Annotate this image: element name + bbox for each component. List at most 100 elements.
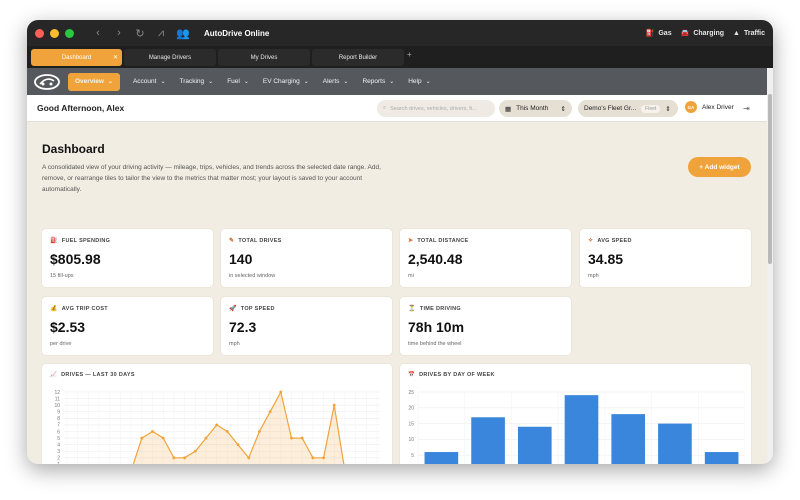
chevron-down-icon: ⌄ xyxy=(208,79,214,85)
page-description: A consolidated view of your driving acti… xyxy=(42,164,381,193)
speed-icon: ✧ xyxy=(588,238,594,244)
trend-icon[interactable]: ⩘ xyxy=(157,26,165,39)
warning-icon: ▲ xyxy=(733,29,740,37)
people-icon[interactable]: 👥 xyxy=(176,27,190,40)
nav-overview[interactable]: Overview ⌄ xyxy=(68,72,120,91)
stat-card-top-speed[interactable]: 🚀 TOP SPEED 72.3 mph xyxy=(221,297,392,355)
status-gas[interactable]: ⛽ Gas xyxy=(645,29,672,38)
fleet-badge: Fleet xyxy=(641,104,661,113)
stat-subtitle: mi xyxy=(408,273,414,279)
stat-card-avg-trip-cost[interactable]: 💰 AVG TRIP COST $2.53 per drive xyxy=(42,297,213,355)
nav-help[interactable]: Help ⌄ xyxy=(408,78,431,85)
stat-value: 34.85 xyxy=(588,251,624,267)
nav-ev-charging[interactable]: EV Charging ⌄ xyxy=(262,78,309,85)
y-tick-label: 5 xyxy=(411,453,414,459)
money-bag-icon: 💰 xyxy=(50,306,58,312)
rocket-icon: 🚀 xyxy=(229,306,237,312)
close-tab-icon[interactable]: ✕ xyxy=(112,55,118,61)
y-tick-label: 10 xyxy=(54,403,60,409)
y-tick-label: 15 xyxy=(408,421,414,427)
data-point xyxy=(161,436,165,440)
tab-dashboard[interactable]: Dashboard ✕ xyxy=(31,49,122,66)
stat-subtitle: in selected window xyxy=(229,273,276,279)
close-window-button[interactable] xyxy=(35,28,44,38)
user-name: Alex Driver xyxy=(702,103,734,111)
nav-tracking[interactable]: Tracking ⌄ xyxy=(179,78,214,85)
reload-icon[interactable]: ↻ xyxy=(135,27,145,40)
back-icon[interactable]: ‹ xyxy=(96,27,100,39)
stat-subtitle: time behind the wheel xyxy=(408,341,462,347)
bar xyxy=(424,452,459,464)
browser-nav: ‹ › ↻ ⩘ 👥 xyxy=(92,26,190,40)
chevron-down-icon: ⌄ xyxy=(243,79,249,85)
stat-card-time-driving[interactable]: ⏳ TIME DRIVING 78h 10m time behind the wh… xyxy=(400,297,571,355)
data-point xyxy=(322,456,325,460)
drives-by-day-card: 📅 DRIVES BY DAY OF WEEK 0 5 10 15 20 25 xyxy=(400,364,751,464)
data-point xyxy=(268,410,272,414)
up-down-chevron-icon: ⇕ xyxy=(665,105,671,113)
search-icon: ⌕ xyxy=(383,105,387,111)
data-point xyxy=(140,436,144,440)
data-point xyxy=(183,456,186,460)
stat-card-fuel-spending[interactable]: ⛽ FUEL SPENDING $805.98 15 fill-ups xyxy=(42,229,213,287)
bar xyxy=(704,452,739,464)
tab-my-drives[interactable]: My Drives xyxy=(218,49,310,66)
y-tick-label: 10 xyxy=(408,437,414,443)
y-tick-label: 12 xyxy=(54,390,60,396)
car-icon: 🚘 xyxy=(680,30,690,37)
stat-card-avg-speed[interactable]: ✧ AVG SPEED 34.85 mph xyxy=(580,229,751,287)
series-line xyxy=(132,390,345,464)
greeting: Good Afternoon, Alex xyxy=(37,103,125,113)
user-menu[interactable]: GA Alex Driver xyxy=(685,101,734,113)
data-point xyxy=(279,390,283,394)
data-point xyxy=(247,456,251,460)
stat-card-total-drives[interactable]: ✎ TOTAL DRIVES 140 in selected window xyxy=(221,229,392,287)
add-widget-button[interactable]: + Add widget xyxy=(688,157,751,177)
nav-alerts[interactable]: Alerts ⌄ xyxy=(322,78,349,85)
nav-reports[interactable]: Reports ⌄ xyxy=(362,78,395,85)
drives-last-30-days-card: 📈 DRIVES — LAST 30 DAYS 0 1 2 3 4 5 6 7 8 9 10 11 12 xyxy=(42,364,392,464)
page-title: Dashboard xyxy=(42,142,105,156)
area-fill xyxy=(133,392,344,464)
bar xyxy=(658,423,692,464)
tab-manage-drivers[interactable]: Manage Drivers xyxy=(124,49,216,66)
up-down-chevron-icon: ⇕ xyxy=(560,105,566,113)
tab-report-builder[interactable]: Report Builder xyxy=(312,49,404,66)
dashboard-content: Dashboard A consolidated view of your dr… xyxy=(27,122,767,464)
bar xyxy=(611,414,646,464)
status-indicators: ⛽ Gas 🚘 Charging ▲ Traffic xyxy=(646,20,765,46)
scrollbar-thumb[interactable] xyxy=(768,94,772,264)
minimize-window-button[interactable] xyxy=(50,28,59,38)
y-tick-label: 6 xyxy=(57,429,60,435)
y-tick-label: 5 xyxy=(57,436,60,442)
y-tick-label: 20 xyxy=(408,406,414,412)
nav-fuel[interactable]: Fuel ⌄ xyxy=(227,78,249,85)
chevron-down-icon: ⌄ xyxy=(425,79,431,85)
forward-icon[interactable]: › xyxy=(117,27,121,39)
scrollbar[interactable] xyxy=(767,68,773,464)
status-traffic[interactable]: ▲ Traffic xyxy=(733,29,765,37)
logout-icon[interactable]: ⇥ xyxy=(743,104,750,113)
stat-subtitle: 15 fill-ups xyxy=(50,273,74,279)
main-nav: Overview ⌄ Account ⌄ Tracking ⌄ Fuel ⌄ EV Ch… xyxy=(27,68,773,95)
date-range-select[interactable]: ▦ This Month ⇕ xyxy=(499,100,572,117)
window-controls xyxy=(35,28,74,38)
bar xyxy=(564,395,599,464)
y-tick-label: 1 xyxy=(57,462,60,464)
stat-card-total-distance[interactable]: ➤ TOTAL DISTANCE 2,540.48 mi xyxy=(400,229,571,287)
stat-value: $2.53 xyxy=(50,319,86,335)
data-point xyxy=(215,423,219,427)
fleet-select[interactable]: Demo's Fleet Gr... Fleet ⇕ xyxy=(578,100,678,117)
zoom-window-button[interactable] xyxy=(65,28,74,38)
status-charging[interactable]: 🚘 Charging xyxy=(680,29,725,38)
stat-value: 72.3 xyxy=(229,319,257,335)
search-input[interactable]: ⌕ Search drives, vehicles, drivers, fi..… xyxy=(377,100,495,117)
arrow-icon: ➤ xyxy=(408,238,414,244)
y-tick-label: 25 xyxy=(408,390,414,396)
nav-account[interactable]: Account ⌄ xyxy=(132,78,166,85)
chevron-down-icon: ⌄ xyxy=(389,79,395,85)
autodrive-logo[interactable] xyxy=(34,73,60,91)
new-tab-button[interactable]: + xyxy=(407,50,412,59)
